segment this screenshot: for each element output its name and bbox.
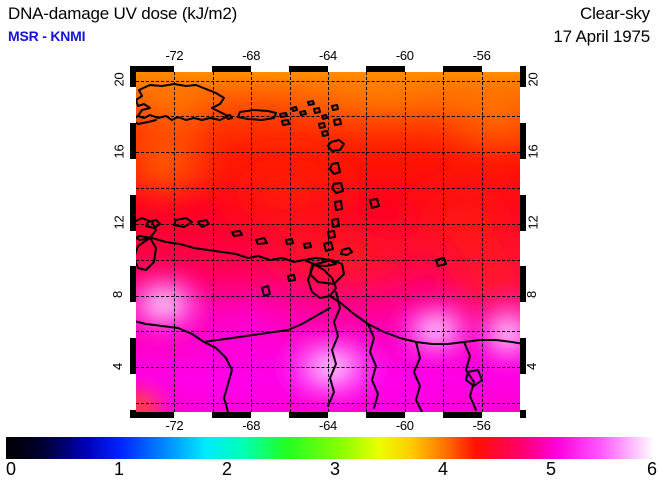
map-panel: -72 -68 -64 -60 -56 -72 -68 -64 -60 -56 … [110,48,540,433]
tick-label-right-0: 20 [525,72,541,87]
tick-label-right-2: 12 [525,215,541,230]
colorbar-tick-2: 2 [221,459,233,479]
uv-dose-field-svg [136,72,520,412]
tick-label-right-1: 16 [525,144,541,159]
colorbar-tick-labels: 0 1 2 3 4 5 6 [5,459,658,480]
tick-label-bottom-3: -60 [395,418,414,433]
map-frame-right [520,66,526,418]
tick-label-top-3: -60 [395,48,414,63]
condition-label: Clear-sky [580,4,650,23]
source-label: MSR - KNMI [8,28,86,44]
tick-label-top-0: -72 [165,48,184,63]
colorbar-tick-3: 3 [329,459,341,479]
tick-label-bottom-1: -68 [242,418,261,433]
tick-label-right-3: 8 [523,291,539,298]
colorbar-tick-4: 4 [437,459,449,479]
tick-label-left-2: 12 [111,215,127,230]
tick-label-bottom-4: -56 [472,418,491,433]
map-frame-top [130,66,526,72]
tick-label-bottom-0: -72 [165,418,184,433]
colorbar-tick-0: 0 [5,459,17,479]
tick-label-right-4: 4 [523,362,539,370]
uv-dose-raster [136,72,520,412]
tick-label-left-0: 20 [111,72,127,87]
tick-label-top-4: -56 [472,48,491,63]
tick-label-left-4: 4 [109,362,125,370]
tick-label-bottom-2: -64 [319,418,337,433]
colorbar [6,437,654,459]
colorbar-tick-5: 5 [545,459,557,479]
tick-label-left-3: 8 [109,291,125,298]
colorbar-gradient [6,437,654,459]
tick-label-top-2: -64 [319,48,337,63]
tick-label-left-1: 16 [111,144,127,159]
tick-label-top-1: -68 [242,48,261,63]
colorbar-tick-1: 1 [113,459,125,479]
page-title: DNA-damage UV dose (kJ/m2) [8,4,238,23]
date-label: 17 April 1975 [553,27,650,46]
map-frame-left [130,66,136,418]
colorbar-tick-6: 6 [646,459,658,479]
